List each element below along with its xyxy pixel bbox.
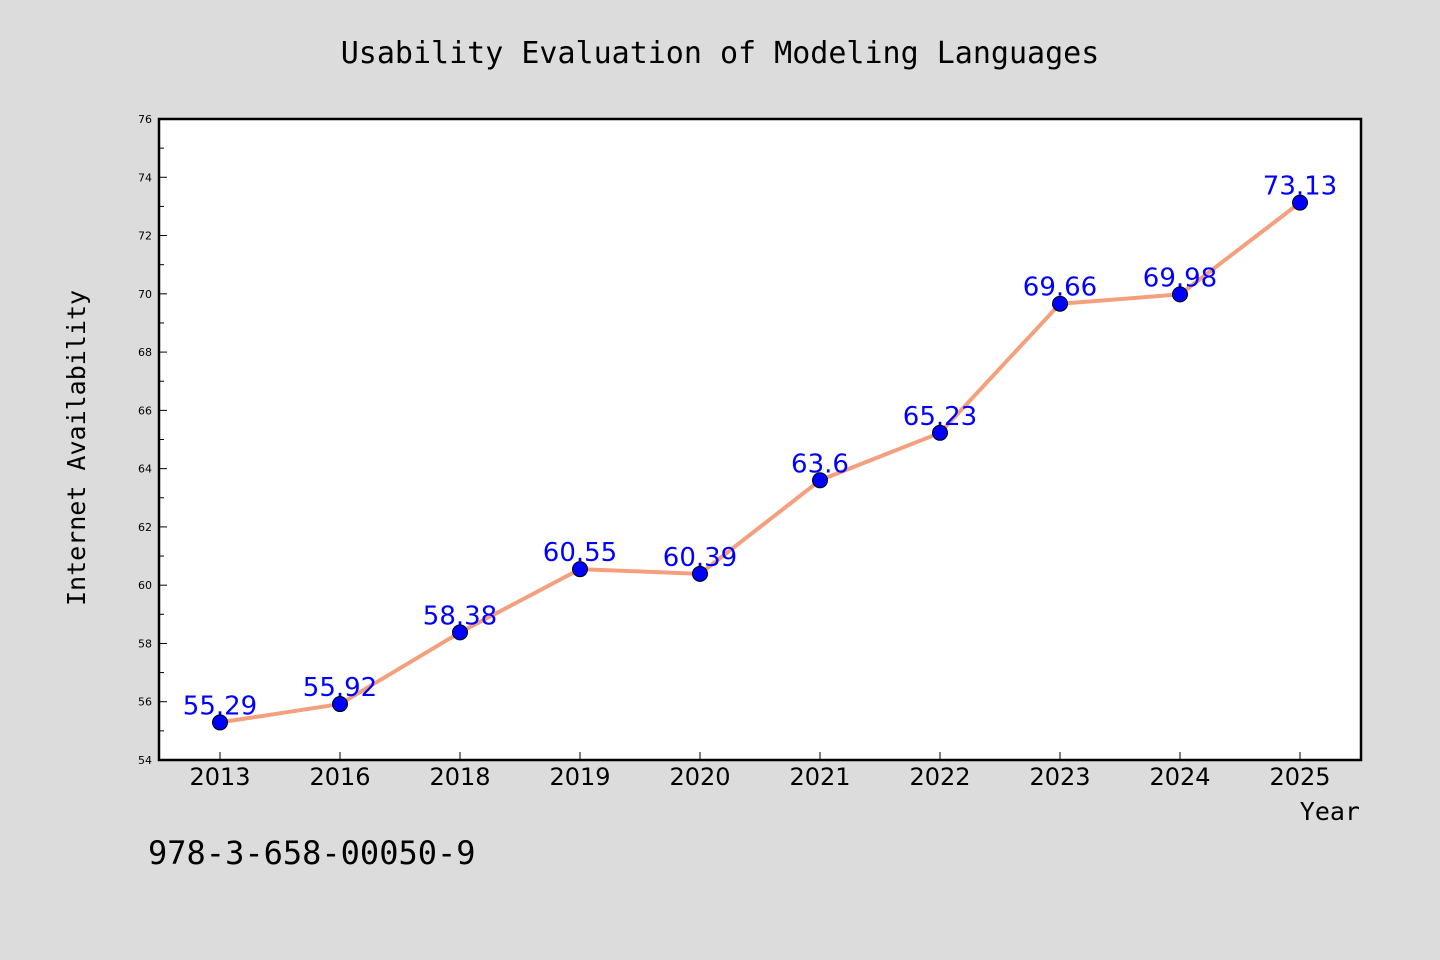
x-tick-label: 2023 (1029, 763, 1090, 791)
y-tick-label: 54 (138, 754, 152, 767)
y-tick-label: 70 (138, 288, 152, 301)
y-tick-label: 62 (138, 521, 152, 534)
y-tick-label: 68 (138, 346, 152, 359)
y-tick-label: 76 (138, 113, 152, 126)
data-label: 58.38 (423, 601, 497, 631)
plot-area (159, 119, 1361, 760)
data-label: 55.92 (303, 673, 377, 703)
data-point (452, 624, 468, 641)
chart-title: Usability Evaluation of Modeling Languag… (341, 36, 1100, 71)
x-tick-label: 2016 (309, 763, 370, 791)
data-point (1052, 295, 1068, 312)
x-tick-label: 2013 (189, 763, 250, 791)
x-tick-label: 2024 (1149, 763, 1210, 791)
y-tick-label: 72 (138, 230, 152, 243)
data-label: 69.98 (1143, 263, 1217, 293)
x-axis-title: Year (1300, 797, 1360, 826)
x-axis-ticks: 2013 2016 2018 2019 2020 2021 2022 2023 2024 2025 (189, 752, 1331, 791)
data-point (332, 696, 348, 713)
y-tick-label: 56 (138, 696, 152, 709)
y-axis-ticks: 54 56 58 60 62 64 66 68 70 72 74 76 (138, 113, 167, 767)
y-tick-label: 60 (138, 579, 152, 592)
data-point (932, 424, 948, 441)
plot-frame (157, 117, 1363, 762)
data-point (1172, 286, 1188, 303)
data-label: 73.13 (1263, 172, 1337, 202)
y-tick-label: 58 (138, 637, 152, 650)
series-line (218, 200, 1302, 725)
y-tick-label: 66 (138, 404, 152, 417)
data-labels: 55.29 55.92 58.38 60.55 60.39 63.6 65.23 69.66 6… (183, 172, 1337, 722)
data-label: 60.55 (543, 538, 617, 568)
footnote-isbn: 978-3-658-00050-9 (148, 834, 476, 872)
data-label: 69.66 (1023, 273, 1097, 303)
series-line-group (212, 194, 1308, 731)
y-tick-label: 64 (138, 463, 152, 476)
x-tick-label: 2022 (909, 763, 970, 791)
data-point (572, 561, 588, 578)
data-label: 63.6 (791, 449, 849, 479)
data-label: 65.23 (903, 402, 977, 432)
x-tick-label: 2025 (1269, 763, 1330, 791)
data-point (212, 714, 228, 731)
y-tick-label: 74 (138, 171, 152, 184)
x-tick-label: 2019 (549, 763, 610, 791)
data-label: 60.39 (663, 543, 737, 573)
x-tick-label: 2020 (669, 763, 730, 791)
x-tick-label: 2018 (429, 763, 490, 791)
data-label: 55.29 (183, 691, 257, 721)
data-point (812, 472, 828, 489)
data-point (692, 565, 708, 582)
y-axis-title: Internet Availability (62, 290, 91, 606)
data-point (1292, 194, 1308, 211)
x-tick-label: 2021 (789, 763, 850, 791)
